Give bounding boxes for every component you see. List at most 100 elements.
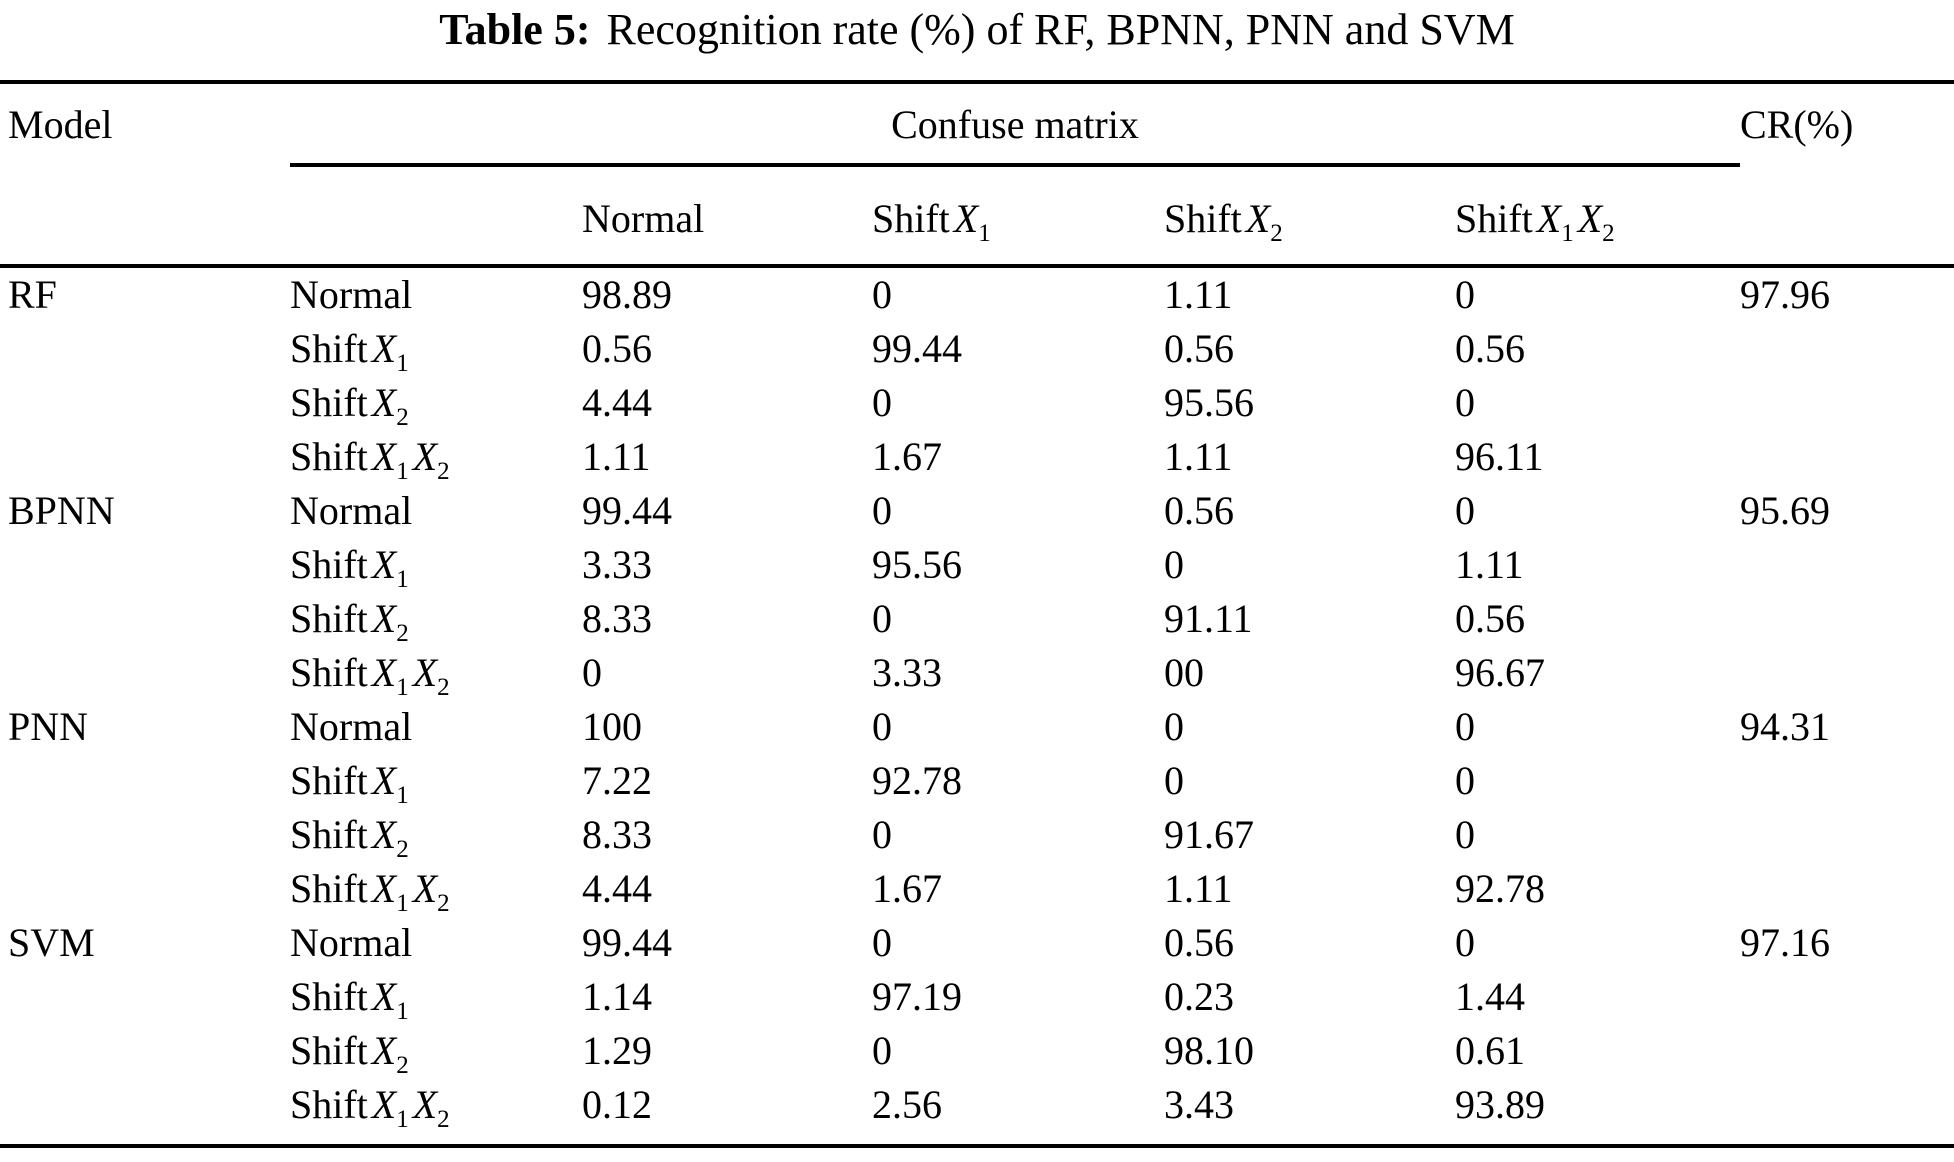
value-cell: 0 — [1455, 758, 1475, 803]
value-cell: 92.78 — [872, 758, 962, 803]
cr-cell — [1740, 430, 1954, 484]
cr-cell: 95.69 — [1740, 488, 1830, 533]
cr-cell — [1740, 1024, 1954, 1078]
row-label-cell: Normal — [290, 488, 413, 533]
value-cell: 0 — [872, 272, 892, 317]
header-rule — [0, 264, 1954, 268]
value-cell: 0 — [872, 704, 892, 749]
value-cell: 91.11 — [1164, 596, 1253, 641]
row-label-cell: Shift X1 X2 — [290, 866, 450, 916]
cr-cell — [1740, 538, 1954, 592]
value-cell: 0 — [872, 380, 892, 425]
value-cell: 0 — [1455, 704, 1475, 749]
model-cell — [8, 970, 290, 1024]
value-cell: 0.56 — [1455, 326, 1525, 371]
cr-cell — [1740, 808, 1954, 862]
value-cell: 0 — [872, 596, 892, 641]
value-cell: 99.44 — [582, 488, 672, 533]
value-cell: 0 — [872, 488, 892, 533]
value-cell: 1.11 — [1164, 272, 1233, 317]
value-cell: 1.11 — [1164, 866, 1233, 911]
model-cell — [8, 862, 290, 916]
value-cell: 2.56 — [872, 1082, 942, 1127]
value-cell: 0 — [872, 1028, 892, 1073]
subheader-normal: Normal — [582, 196, 705, 241]
value-cell: 99.44 — [872, 326, 962, 371]
value-cell: 0 — [582, 650, 602, 695]
value-cell: 0 — [1455, 812, 1475, 857]
row-label-cell: Shift X1 — [290, 326, 409, 376]
value-cell: 0.12 — [582, 1082, 652, 1127]
confuse-matrix-rule — [290, 163, 1740, 167]
model-cell: RF — [8, 272, 57, 317]
value-cell: 0 — [1455, 920, 1475, 965]
cr-cell — [1740, 862, 1954, 916]
bottom-rule — [0, 1144, 1954, 1148]
value-cell: 95.56 — [1164, 380, 1254, 425]
value-cell: 3.43 — [1164, 1082, 1234, 1127]
value-cell: 97.19 — [872, 974, 962, 1019]
table-number: Table 5: — [439, 5, 591, 54]
value-cell: 0 — [872, 920, 892, 965]
row-label-cell: Shift X2 — [290, 380, 409, 430]
value-cell: 0 — [1164, 542, 1184, 587]
value-cell: 3.33 — [582, 542, 652, 587]
value-cell: 0 — [1455, 488, 1475, 533]
value-cell: 0 — [1164, 758, 1184, 803]
value-cell: 0 — [1455, 380, 1475, 425]
value-cell: 0 — [872, 812, 892, 857]
value-cell: 96.67 — [1455, 650, 1545, 695]
value-cell: 4.44 — [582, 866, 652, 911]
model-cell — [8, 808, 290, 862]
cr-cell: 97.16 — [1740, 920, 1830, 965]
value-cell: 1.44 — [1455, 974, 1525, 1019]
model-cell — [8, 430, 290, 484]
table-caption-text: Recognition rate (%) of RF, BPNN, PNN an… — [606, 5, 1515, 54]
cr-cell — [1740, 646, 1954, 700]
row-label-cell: Shift X1 — [290, 758, 409, 808]
value-cell: 0.56 — [582, 326, 652, 371]
row-label-cell: Shift X1 — [290, 974, 409, 1024]
subheader-shift-x1: Shift X1 — [872, 196, 991, 247]
cr-cell — [1740, 592, 1954, 646]
table-caption: Table 5: Recognition rate (%) of RF, BPNN… — [0, 0, 1954, 80]
model-cell — [8, 376, 290, 430]
value-cell: 4.44 — [582, 380, 652, 425]
row-label-cell: Normal — [290, 272, 413, 317]
cr-cell — [1740, 322, 1954, 376]
row-label-cell: Normal — [290, 920, 413, 965]
cr-cell — [1740, 970, 1954, 1024]
model-cell — [8, 322, 290, 376]
value-cell: 1.14 — [582, 974, 652, 1019]
value-cell: 91.67 — [1164, 812, 1254, 857]
table-body: RF Normal 98.89 0 1.11 0 97.96 Shift X1 0.56 99.44… — [0, 268, 1954, 1132]
row-label-cell: Shift X2 — [290, 812, 409, 862]
model-cell — [8, 1024, 290, 1078]
value-cell: 93.89 — [1455, 1082, 1545, 1127]
value-cell: 0.61 — [1455, 1028, 1525, 1073]
cr-cell: 97.96 — [1740, 272, 1830, 317]
value-cell: 0.56 — [1164, 488, 1234, 533]
value-cell: 1.11 — [582, 434, 651, 479]
value-cell: 1.67 — [872, 434, 942, 479]
value-cell: 98.89 — [582, 272, 672, 317]
header-cr: CR(%) — [1740, 102, 1854, 147]
value-cell: 1.29 — [582, 1028, 652, 1073]
model-cell: BPNN — [8, 488, 115, 533]
value-cell: 98.10 — [1164, 1028, 1254, 1073]
row-label-cell: Shift X1 X2 — [290, 650, 450, 700]
header-grid: Model Confuse matrix CR(%) Normal Shift X… — [0, 84, 1954, 264]
subheader-shift-x2: Shift X2 — [1164, 196, 1283, 247]
row-label-cell: Shift X1 X2 — [290, 434, 450, 484]
value-cell: 0 — [1164, 704, 1184, 749]
value-cell: 0.56 — [1164, 326, 1234, 371]
value-cell: 1.67 — [872, 866, 942, 911]
cr-cell: 94.31 — [1740, 704, 1830, 749]
model-cell — [8, 754, 290, 808]
model-cell — [8, 646, 290, 700]
model-cell — [8, 1078, 290, 1132]
cr-cell — [1740, 754, 1954, 808]
value-cell: 7.22 — [582, 758, 652, 803]
value-cell: 96.11 — [1455, 434, 1544, 479]
